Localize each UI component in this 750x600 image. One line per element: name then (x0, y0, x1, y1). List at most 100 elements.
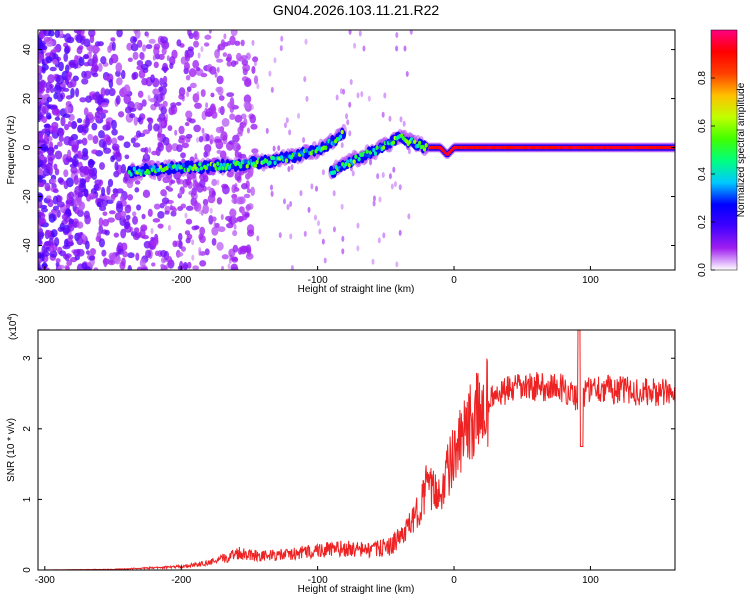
spectrogram-trace-core (221, 165, 225, 171)
spectrogram-noise-cell (127, 57, 133, 63)
spectrogram-noise-cell (52, 195, 59, 205)
spectrogram-noise-cell (41, 146, 49, 152)
spectrogram-noise-cell (111, 143, 120, 151)
spectrogram-noise-cell (277, 145, 281, 152)
spectrogram-noise-cell (50, 229, 58, 238)
spectrogram-noise-cell (280, 35, 284, 42)
spectrogram-noise-cell (65, 155, 73, 163)
spectrogram-noise-cell (92, 46, 101, 53)
spectrogram-noise-cell (61, 213, 69, 221)
spectrogram-noise-cell (52, 58, 59, 65)
spectrogram-trace-core (338, 134, 343, 139)
spectrogram-trace-core (418, 140, 422, 146)
spectrogram-noise-cell (284, 122, 288, 129)
spectrogram-noise-cell (178, 232, 183, 241)
spectrogram-noise-cell (153, 61, 159, 69)
spectrogram-noise-cell (231, 214, 237, 225)
spectrogram-noise-cell (395, 45, 399, 52)
spectrogram-noise-cell (66, 259, 73, 267)
spectrogram-noise-cell (407, 213, 411, 220)
spectrogram-noise-cell (92, 72, 99, 78)
spectrogram-noise-cell (38, 181, 45, 188)
spectrogram-noise-cell (133, 101, 141, 110)
spectrogram-noise-cell (185, 178, 190, 186)
spectrogram-noise-cell (38, 92, 43, 102)
spectrogram-x-tick-label: -100 (308, 275, 328, 286)
spectrogram-noise-cell (278, 232, 282, 239)
spectrogram-noise-cell (345, 113, 349, 120)
snr-y-tick-label: 2 (22, 426, 33, 432)
spectrogram-noise-cell (77, 124, 84, 134)
spectrogram-noise-cell (198, 135, 204, 143)
spectrogram-noise-cell (162, 100, 168, 108)
spectrogram-noise-cell (270, 86, 274, 93)
spectrogram-noise-cell (194, 102, 202, 109)
spectrogram-noise-cell (137, 39, 143, 48)
spectrogram-noise-cell (178, 190, 182, 197)
spectrogram-noise-cell (41, 45, 48, 51)
spectrogram-noise-cell (218, 95, 225, 101)
spectrogram-noise-cell (142, 189, 151, 199)
spectrogram-noise-cell (214, 71, 218, 78)
spectrogram-noise-cell (56, 108, 61, 118)
spectrogram-noise-cell (97, 63, 103, 72)
spectrogram-noise-cell (315, 185, 319, 192)
spectrogram-noise-cell (130, 43, 139, 52)
spectrogram-y-tick-label: 20 (22, 93, 33, 105)
spectrogram-trace-core (239, 164, 243, 169)
colorbar-gradient (710, 29, 738, 271)
snr-x-label: Height of straight line (km) (298, 584, 415, 595)
spectrogram-trace-core (207, 165, 212, 171)
spectrogram-noise-cell (238, 196, 246, 205)
spectrogram-noise-cell (286, 203, 290, 210)
spectrogram-trace-core (230, 163, 235, 169)
spectrogram-noise-cell (230, 60, 237, 68)
spectrogram-noise-cell (232, 230, 238, 237)
spectrogram-noise-cell (230, 263, 239, 270)
spectrogram-noise-cell (108, 88, 116, 97)
spectrogram-noise-cell (341, 248, 345, 255)
spectrogram-noise-cell (177, 178, 181, 185)
spectrogram-trace-core (352, 159, 356, 164)
spectrogram-noise-cell (231, 257, 239, 263)
spectrogram-noise-cell (50, 104, 58, 110)
spectrogram-noise-cell (216, 75, 224, 85)
spectrogram-noise-cell (251, 39, 255, 46)
spectrogram-noise-cell (288, 129, 292, 136)
spectrogram-noise-cell (178, 240, 183, 250)
spectrogram-noise-cell (376, 173, 380, 180)
spectrogram-noise-cell (44, 240, 50, 247)
spectrogram-noise-cell (244, 77, 252, 86)
spectrogram-noise-cell (64, 123, 69, 131)
spectrogram-noise-cell (88, 30, 96, 38)
spectrogram-noise-cell (321, 238, 325, 245)
spectrogram-noise-cell (123, 84, 131, 95)
spectrogram-noise-cell (332, 190, 336, 197)
spectrogram-noise-cell (38, 31, 44, 39)
spectrogram-noise-cell (193, 40, 199, 48)
spectrogram-noise-cell (372, 200, 376, 207)
spectrogram-trace-core (301, 152, 305, 157)
spectrogram-noise-cell (94, 111, 101, 119)
spectrogram-noise-cell (297, 112, 301, 119)
spectrogram-noise-cell (63, 169, 69, 178)
spectrogram-noise-cell (165, 113, 169, 120)
spectrogram-noise-cell (196, 136, 200, 143)
spectrogram-noise-cell (191, 239, 195, 246)
spectrogram-noise-cell (120, 195, 125, 203)
spectrogram-noise-cell (185, 218, 193, 225)
spectrogram-noise-cell (398, 229, 402, 236)
spectrogram-noise-cell (167, 185, 171, 192)
spectrogram-noise-cell (136, 266, 143, 270)
spectrogram-noise-cell (145, 249, 152, 259)
spectrogram-noise-cell (152, 218, 161, 223)
spectrogram-noise-cell (134, 180, 141, 185)
spectrogram-noise-cell (371, 258, 375, 265)
spectrogram-noise-cell (56, 93, 64, 102)
spectrogram-noise-cell (157, 211, 165, 219)
spectrogram-noise-cell (230, 208, 235, 214)
spectrogram-noise-cell (102, 211, 108, 216)
spectrogram-noise-cell (214, 138, 222, 143)
spectrogram-noise-cell (171, 49, 178, 59)
spectrogram-noise-cell (381, 172, 385, 179)
